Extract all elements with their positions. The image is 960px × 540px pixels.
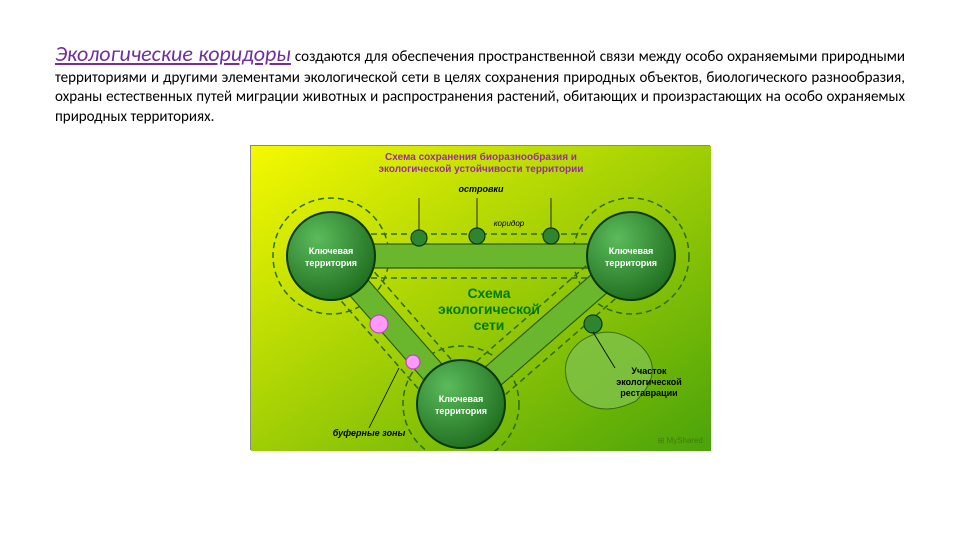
svg-text:Участок: Участок xyxy=(631,366,667,376)
svg-text:Схема: Схема xyxy=(467,285,510,301)
paragraph: Экологические коридоры создаются для обе… xyxy=(0,0,960,137)
svg-text:Ключевая: Ключевая xyxy=(309,246,353,256)
svg-text:экологической: экологической xyxy=(438,301,540,317)
svg-text:коридор: коридор xyxy=(494,219,525,228)
diagram-container: Схема сохранения биоразнообразия иэколог… xyxy=(0,145,960,450)
watermark: ⊞ MyShared xyxy=(658,436,703,445)
ecological-network-diagram: Схема сохранения биоразнообразия иэколог… xyxy=(250,145,710,450)
svg-text:сети: сети xyxy=(474,317,505,333)
svg-text:территория: территория xyxy=(305,258,357,268)
svg-text:экологической: экологической xyxy=(616,377,682,387)
svg-text:территория: территория xyxy=(605,258,657,268)
svg-text:экологической устойчивости тер: экологической устойчивости территории xyxy=(379,164,584,175)
svg-text:территория: территория xyxy=(435,406,487,416)
svg-text:реставрации: реставрации xyxy=(620,388,677,398)
term-emphasis: Экологические коридоры xyxy=(55,40,291,67)
svg-text:Ключевая: Ключевая xyxy=(439,394,483,404)
svg-text:Схема сохранения биоразнообраз: Схема сохранения биоразнообразия и xyxy=(385,151,577,163)
svg-text:буферные зоны: буферные зоны xyxy=(333,428,406,438)
diagram-svg: Схема сохранения биоразнообразия иэколог… xyxy=(251,146,711,451)
svg-text:Ключевая: Ключевая xyxy=(609,246,653,256)
svg-text:островки: островки xyxy=(459,184,504,194)
